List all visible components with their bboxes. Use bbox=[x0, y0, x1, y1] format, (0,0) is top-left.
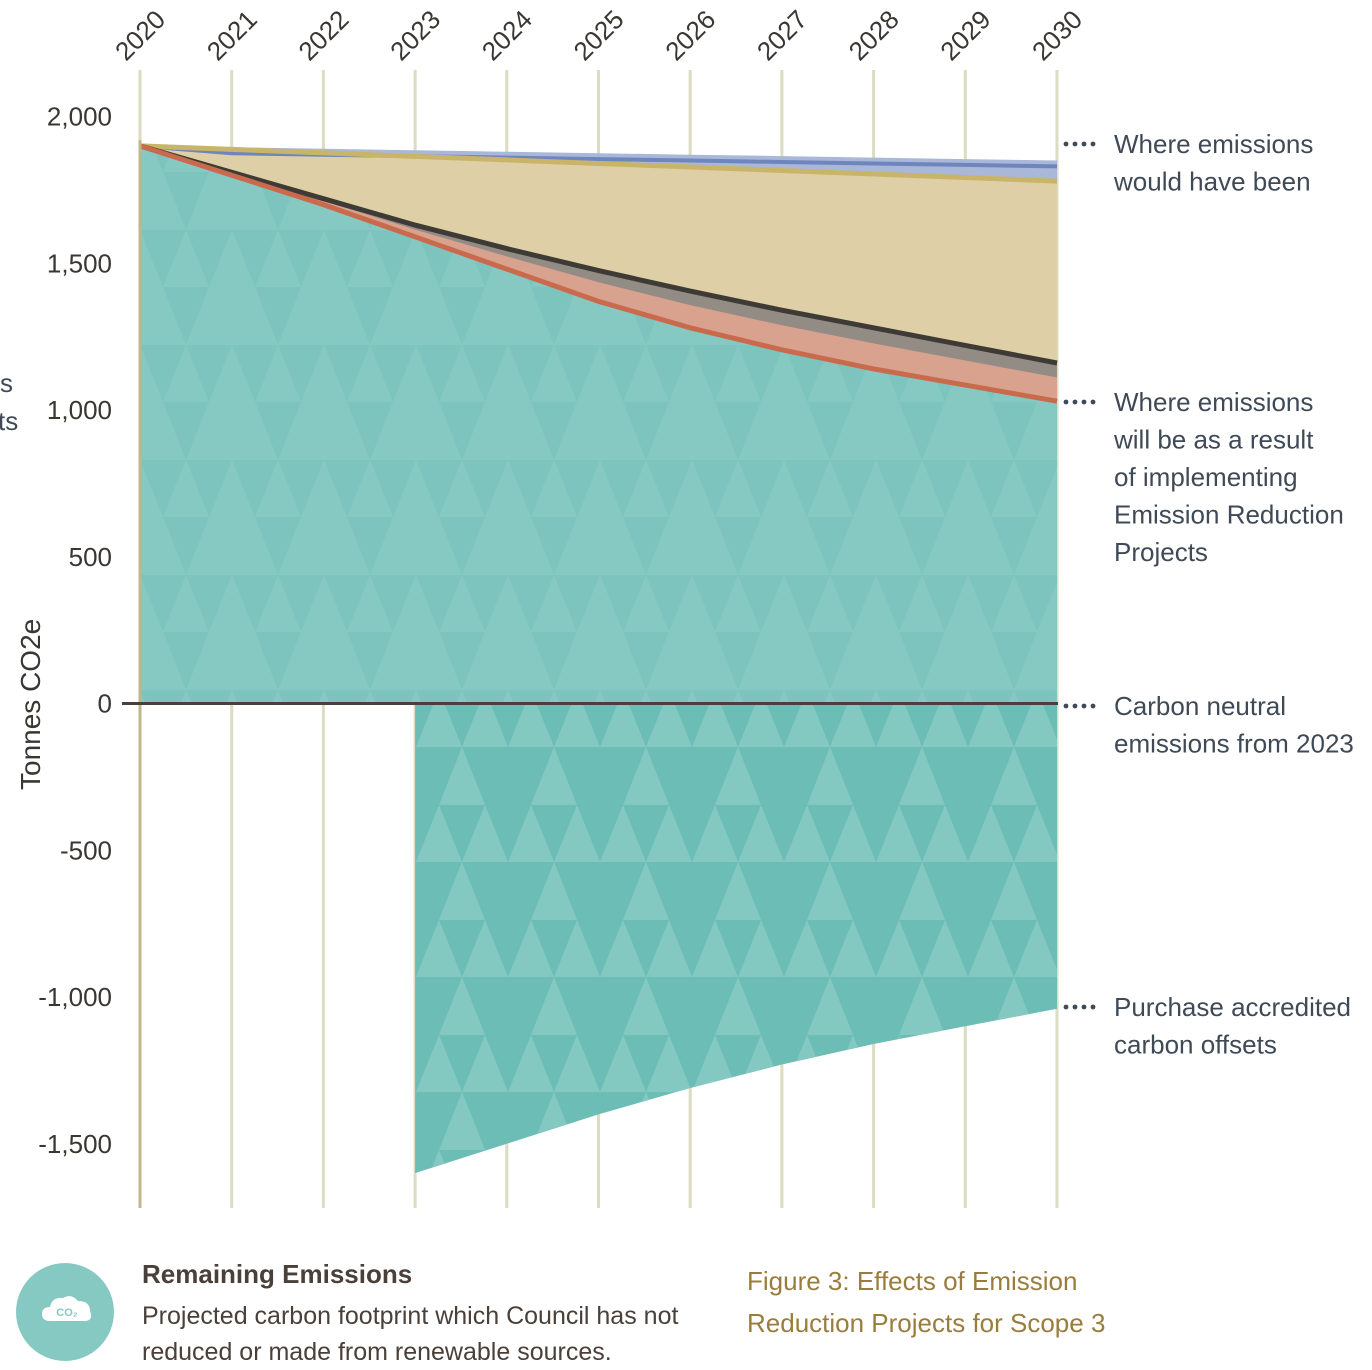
line-grey bbox=[139, 143, 1058, 366]
leader-dot bbox=[1063, 703, 1069, 709]
annotation-line: Carbon neutral bbox=[1114, 691, 1286, 721]
leader-dot bbox=[1090, 141, 1096, 147]
annotation-line: Projects bbox=[1114, 537, 1208, 567]
line-layer bbox=[139, 143, 1058, 404]
x-tick-label: 2028 bbox=[843, 4, 905, 66]
leader-dot bbox=[1063, 141, 1069, 147]
x-tick-label: 2024 bbox=[476, 4, 538, 66]
leader-dot bbox=[1081, 141, 1087, 147]
annotation-line: carbon offsets bbox=[1114, 1030, 1277, 1060]
legend-title: Remaining Emissions bbox=[142, 1259, 413, 1289]
annotation-line: emissions from 2023 bbox=[1114, 729, 1354, 759]
leader-dot bbox=[1081, 703, 1087, 709]
annotation-line: Purchase accredited bbox=[1114, 992, 1351, 1022]
x-tick-label: 2025 bbox=[568, 4, 630, 66]
y-axis-title: Tonnes CO2e bbox=[15, 619, 46, 790]
legend-description: Projected carbon footprint which Council… bbox=[142, 1302, 679, 1366]
co2-cloud-icon: CO₂ bbox=[16, 1263, 114, 1361]
y-tick-label: 1,000 bbox=[47, 395, 112, 425]
leader-dot bbox=[1072, 399, 1078, 405]
area-remaining-pattern bbox=[140, 145, 1057, 704]
emissions-chart: 2020 2021 2022 2023 2024 2025 2026 2027 2028 2029… bbox=[0, 4, 1354, 1208]
leader-dot bbox=[1081, 1004, 1087, 1010]
line-red bbox=[139, 143, 1058, 404]
x-tick-label: 2030 bbox=[1026, 4, 1088, 66]
leader-dot bbox=[1063, 1004, 1069, 1010]
x-tick-label: 2029 bbox=[934, 4, 996, 66]
annotation-line: will be as a result bbox=[1113, 425, 1314, 455]
figure-label: Figure 3: bbox=[747, 1266, 850, 1296]
line-gold bbox=[139, 143, 1058, 184]
annotation-line: Emission Reduction bbox=[1114, 500, 1344, 530]
co2-icon-label: CO₂ bbox=[56, 1307, 78, 1319]
annotation-line: would have been bbox=[1113, 167, 1311, 197]
annotation-line: of implementing bbox=[1114, 462, 1298, 492]
clipped-text-fragment: ts bbox=[0, 406, 18, 436]
leader-dot bbox=[1090, 1004, 1096, 1010]
y-tick-label: 2,000 bbox=[47, 102, 112, 132]
annotation-layer: s ts Where emissions would have been Where e… bbox=[0, 129, 1354, 1060]
y-tick-label: -500 bbox=[60, 835, 112, 865]
figure-title: Effects of Emission Reduction Projects f… bbox=[747, 1266, 1106, 1338]
annotation-line: Where emissions bbox=[1114, 387, 1313, 417]
y-tick-label: -1,000 bbox=[38, 982, 112, 1012]
x-tick-label: 2027 bbox=[751, 4, 813, 66]
figure-caption: Figure 3: Effects of Emission Reduction … bbox=[747, 1260, 1167, 1344]
y-tick-label: 1,500 bbox=[47, 248, 112, 278]
leader-dot bbox=[1090, 703, 1096, 709]
annotation-line: Where emissions bbox=[1114, 129, 1313, 159]
area-offsets-pattern bbox=[415, 703, 1058, 1174]
x-tick-label: 2021 bbox=[201, 4, 263, 66]
leader-dot bbox=[1072, 141, 1078, 147]
y-tick-label: 500 bbox=[69, 542, 112, 572]
leader-dot bbox=[1072, 703, 1078, 709]
leader-dot bbox=[1063, 399, 1069, 405]
clipped-text-fragment: s bbox=[0, 368, 13, 398]
x-tick-label: 2026 bbox=[659, 4, 721, 66]
leader-dot bbox=[1072, 1004, 1078, 1010]
y-tick-label: -1,500 bbox=[38, 1129, 112, 1159]
x-tick-label: 2023 bbox=[384, 4, 446, 66]
cloud-icon: CO₂ bbox=[42, 1296, 92, 1321]
leader-dot bbox=[1081, 399, 1087, 405]
y-tick-label: 0 bbox=[98, 689, 112, 719]
area-salmon-band bbox=[140, 145, 1057, 402]
x-tick-label: 2020 bbox=[109, 4, 171, 66]
leader-dot bbox=[1090, 399, 1096, 405]
area-beige bbox=[140, 145, 1057, 363]
x-tick-label: 2022 bbox=[292, 4, 354, 66]
